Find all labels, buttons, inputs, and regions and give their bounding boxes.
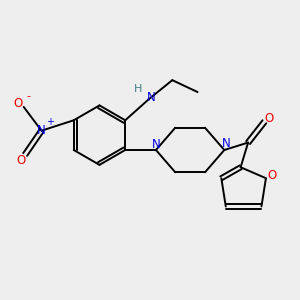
Text: O: O <box>16 154 25 167</box>
Text: O: O <box>264 112 274 125</box>
Text: O: O <box>13 98 22 110</box>
Text: O: O <box>268 169 277 182</box>
Text: +: + <box>46 117 54 128</box>
Text: N: N <box>152 138 160 151</box>
Text: -: - <box>26 92 30 101</box>
Text: N: N <box>221 137 230 150</box>
Text: H: H <box>134 84 142 94</box>
Text: N: N <box>37 124 46 137</box>
Text: N: N <box>146 91 155 103</box>
